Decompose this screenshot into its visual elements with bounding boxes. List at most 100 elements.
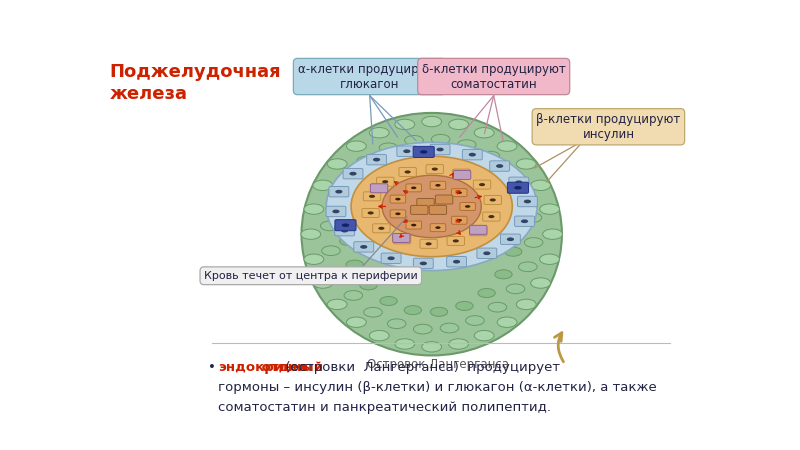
Ellipse shape (321, 221, 339, 231)
Ellipse shape (449, 339, 469, 349)
Ellipse shape (395, 198, 401, 200)
Ellipse shape (357, 156, 375, 166)
FancyBboxPatch shape (377, 177, 394, 186)
FancyBboxPatch shape (490, 161, 510, 171)
Ellipse shape (524, 238, 543, 248)
Ellipse shape (332, 210, 339, 213)
Ellipse shape (338, 175, 358, 184)
Ellipse shape (442, 154, 459, 163)
Ellipse shape (367, 212, 374, 215)
FancyBboxPatch shape (430, 224, 446, 232)
FancyBboxPatch shape (484, 195, 502, 204)
Ellipse shape (530, 278, 550, 288)
Ellipse shape (380, 297, 398, 306)
FancyBboxPatch shape (435, 195, 453, 204)
Ellipse shape (506, 223, 524, 232)
Ellipse shape (346, 260, 363, 269)
Ellipse shape (387, 256, 394, 260)
Ellipse shape (453, 260, 460, 264)
FancyBboxPatch shape (362, 208, 379, 217)
Ellipse shape (453, 239, 459, 243)
FancyBboxPatch shape (370, 184, 388, 193)
Ellipse shape (360, 281, 378, 290)
FancyBboxPatch shape (430, 181, 446, 189)
Ellipse shape (458, 140, 476, 149)
Ellipse shape (416, 152, 433, 161)
Ellipse shape (342, 224, 349, 227)
Ellipse shape (405, 171, 410, 174)
Ellipse shape (456, 302, 473, 310)
Ellipse shape (466, 316, 484, 325)
Ellipse shape (501, 168, 519, 178)
Ellipse shape (478, 288, 495, 297)
Ellipse shape (516, 159, 536, 169)
FancyBboxPatch shape (343, 168, 363, 179)
Ellipse shape (430, 307, 448, 316)
FancyBboxPatch shape (390, 195, 406, 203)
FancyBboxPatch shape (446, 256, 466, 267)
FancyBboxPatch shape (363, 192, 381, 201)
Ellipse shape (440, 323, 458, 333)
Ellipse shape (420, 150, 427, 153)
Ellipse shape (422, 117, 442, 127)
FancyBboxPatch shape (420, 239, 438, 248)
FancyBboxPatch shape (335, 220, 356, 231)
Ellipse shape (395, 339, 414, 349)
FancyBboxPatch shape (414, 258, 434, 269)
Ellipse shape (466, 163, 483, 172)
Ellipse shape (369, 195, 375, 198)
FancyBboxPatch shape (453, 169, 470, 178)
Ellipse shape (431, 135, 450, 144)
Ellipse shape (344, 291, 362, 300)
Ellipse shape (542, 229, 562, 239)
FancyBboxPatch shape (394, 235, 410, 244)
Ellipse shape (496, 164, 503, 168)
Ellipse shape (346, 141, 366, 151)
Text: Островок Лангерганса: Островок Лангерганса (367, 358, 509, 371)
FancyBboxPatch shape (397, 146, 417, 157)
FancyBboxPatch shape (507, 182, 529, 194)
Text: Кровь течет от центра к периферии: Кровь течет от центра к периферии (204, 271, 418, 281)
FancyBboxPatch shape (474, 180, 490, 189)
Ellipse shape (364, 307, 382, 317)
Ellipse shape (304, 254, 324, 265)
Ellipse shape (514, 186, 522, 189)
Ellipse shape (342, 212, 359, 221)
Ellipse shape (435, 226, 441, 229)
FancyBboxPatch shape (447, 236, 465, 245)
Ellipse shape (403, 149, 410, 153)
FancyBboxPatch shape (470, 227, 487, 236)
Ellipse shape (497, 317, 517, 328)
Ellipse shape (435, 184, 441, 187)
Ellipse shape (486, 179, 503, 188)
FancyBboxPatch shape (514, 216, 534, 226)
Text: эндокринный: эндокринный (218, 360, 323, 374)
Ellipse shape (449, 119, 469, 130)
FancyBboxPatch shape (470, 225, 487, 234)
Ellipse shape (518, 262, 537, 272)
Ellipse shape (483, 252, 490, 255)
Ellipse shape (497, 141, 517, 151)
Ellipse shape (399, 238, 405, 241)
Ellipse shape (390, 158, 408, 167)
Ellipse shape (488, 302, 506, 312)
Text: Поджелудочная
железа: Поджелудочная железа (110, 63, 281, 103)
Ellipse shape (494, 270, 512, 279)
Text: отдел: отдел (257, 360, 308, 374)
Ellipse shape (506, 238, 514, 241)
FancyBboxPatch shape (509, 177, 529, 188)
Ellipse shape (465, 205, 470, 208)
FancyBboxPatch shape (426, 165, 443, 174)
FancyBboxPatch shape (406, 221, 422, 229)
FancyBboxPatch shape (460, 202, 475, 211)
Ellipse shape (469, 153, 476, 157)
Ellipse shape (524, 200, 531, 203)
Ellipse shape (432, 167, 438, 171)
FancyBboxPatch shape (329, 186, 349, 197)
FancyBboxPatch shape (373, 224, 390, 233)
Ellipse shape (457, 219, 462, 221)
Ellipse shape (506, 284, 525, 294)
Ellipse shape (301, 229, 321, 239)
Ellipse shape (515, 189, 534, 199)
FancyBboxPatch shape (430, 205, 446, 215)
